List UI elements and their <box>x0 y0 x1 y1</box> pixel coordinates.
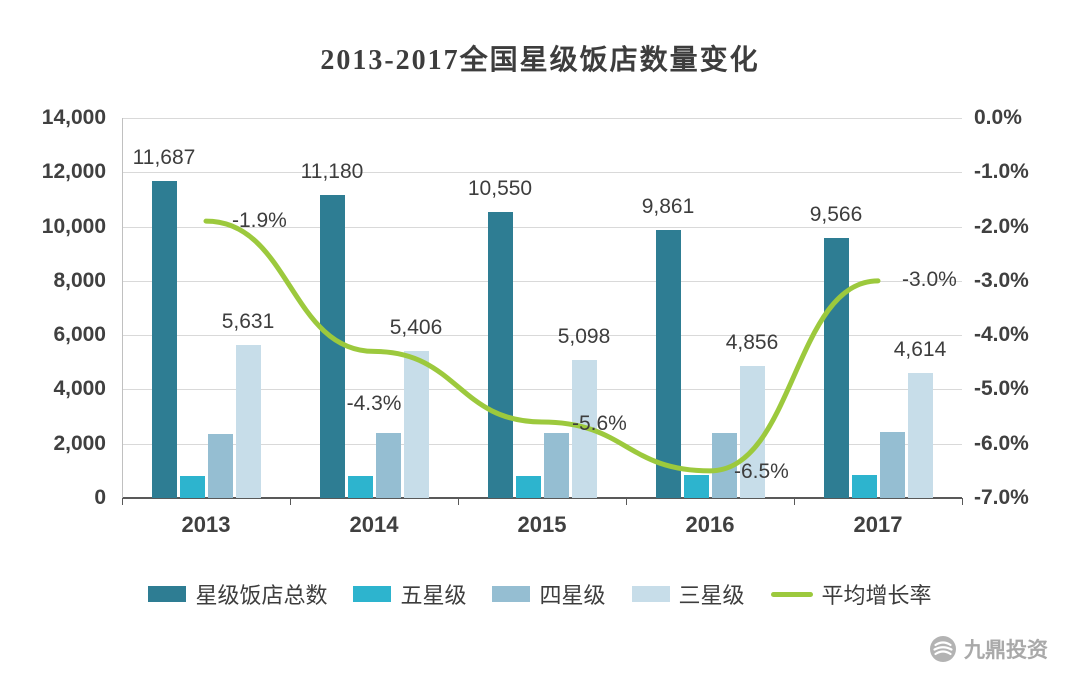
bar-四星级-2015 <box>543 433 569 498</box>
x-axis-label-2016: 2016 <box>685 512 735 537</box>
y-axis-tick-left: 0 <box>94 486 106 509</box>
x-axis-line <box>122 497 962 499</box>
y-axis-tick-right: -1.0% <box>974 160 1029 184</box>
y-axis-tick-left: 14,000 <box>41 106 106 129</box>
line-value-label: -1.9% <box>232 209 287 233</box>
x-axis-label-2015: 2015 <box>517 512 567 537</box>
legend-label: 平均增长率 <box>821 583 932 608</box>
bar-value-label: 9,566 <box>809 203 863 227</box>
x-axis-label-2017: 2017 <box>853 512 903 537</box>
gridline <box>122 118 962 119</box>
legend-item-星级饭店总数: 星级饭店总数 <box>148 578 327 610</box>
bar-五星级-2015 <box>515 475 541 498</box>
legend-label: 星级饭店总数 <box>195 583 328 608</box>
bar-五星级-2014 <box>347 476 373 498</box>
y-axis-tick-left: 4,000 <box>53 377 106 401</box>
bar-value-label: 11,687 <box>132 145 196 169</box>
legend-line-swatch <box>770 591 813 597</box>
bar-五星级-2017 <box>851 475 877 498</box>
bar-value-label: 4,614 <box>893 337 947 361</box>
bar-value-label: 5,406 <box>389 316 443 340</box>
x-axis-tick <box>626 498 627 505</box>
y-axis-tick-left: 10,000 <box>41 214 106 238</box>
y-axis-tick-left: 12,000 <box>41 160 106 184</box>
x-axis-tick <box>458 498 459 505</box>
bar-星级饭店总数-2017 <box>823 238 849 498</box>
jd-capital-logo: 九鼎投资 <box>929 634 1048 664</box>
bar-value-label: 5,098 <box>557 324 611 348</box>
bar-星级饭店总数-2014 <box>319 194 345 498</box>
legend: 星级饭店总数 五星级 四星级 三星级 平均增长率 <box>0 578 1080 610</box>
bar-三星级-2013 <box>235 345 261 498</box>
y-axis-tick-right: 0.0% <box>974 106 1022 129</box>
legend-label: 三星级 <box>678 583 745 608</box>
x-axis-label-2013: 2013 <box>181 512 231 537</box>
y-axis-tick-right: -6.0% <box>974 431 1029 455</box>
y-axis-tick-right: -3.0% <box>974 268 1029 292</box>
y-axis-line <box>122 118 123 498</box>
x-axis-tick <box>962 498 963 505</box>
bar-五星级-2013 <box>179 476 205 498</box>
bar-value-label: 11,180 <box>300 159 364 183</box>
bar-三星级-2017 <box>907 372 933 498</box>
line-value-label: -5.6% <box>572 412 627 435</box>
bar-value-label: 10,550 <box>467 176 533 200</box>
legend-item-平均增长率: 平均增长率 <box>770 578 932 610</box>
bar-value-label: 5,631 <box>221 310 275 334</box>
y-axis-tick-right: -2.0% <box>974 214 1029 238</box>
y-axis-tick-right: -7.0% <box>974 486 1029 509</box>
legend-item-四星级: 四星级 <box>492 578 606 610</box>
bar-星级饭店总数-2013 <box>151 180 177 498</box>
y-axis-tick-right: -4.0% <box>974 323 1029 347</box>
bar-四星级-2016 <box>711 432 737 498</box>
bar-value-label: 4,856 <box>725 331 779 355</box>
legend-item-五星级: 五星级 <box>353 578 466 610</box>
legend-swatch <box>631 586 670 602</box>
bar-四星级-2014 <box>375 433 401 498</box>
legend-swatch <box>148 586 187 602</box>
x-axis-label-2014: 2014 <box>349 512 399 537</box>
chart-title: 2013-2017全国星级饭店数量变化 <box>320 45 760 76</box>
x-axis-tick <box>290 498 291 505</box>
legend-swatch <box>353 586 392 602</box>
y-axis-tick-left: 8,000 <box>53 268 106 292</box>
y-axis-tick-left: 6,000 <box>53 323 106 347</box>
y-axis-tick-left: 2,000 <box>53 431 106 455</box>
bar-星级饭店总数-2016 <box>655 230 681 498</box>
x-axis-tick <box>794 498 795 505</box>
line-value-label: -6.5% <box>734 459 789 483</box>
jd-capital-logo-text: 九鼎投资 <box>964 639 1048 662</box>
legend-label: 四星级 <box>539 583 606 608</box>
bar-三星级-2014 <box>403 351 429 498</box>
bar-星级饭店总数-2015 <box>487 211 513 498</box>
line-value-label: -4.3% <box>346 392 402 416</box>
legend-item-三星级: 三星级 <box>631 578 745 610</box>
bar-五星级-2016 <box>683 475 709 498</box>
line-value-label: -3.0% <box>902 267 957 291</box>
gridline <box>122 172 962 174</box>
legend-swatch <box>492 586 531 602</box>
y-axis-tick-right: -5.0% <box>974 377 1029 401</box>
bar-四星级-2013 <box>207 433 233 498</box>
bar-value-label: 9,861 <box>641 195 695 219</box>
jd-capital-logo-icon <box>929 635 957 663</box>
bar-四星级-2017 <box>879 432 905 498</box>
x-axis-tick <box>122 498 123 505</box>
legend-label: 五星级 <box>400 583 467 608</box>
